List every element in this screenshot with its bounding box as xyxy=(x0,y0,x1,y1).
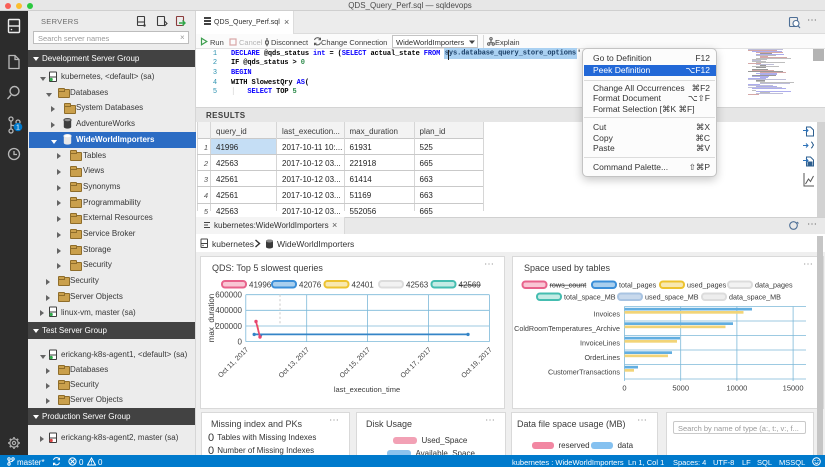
svg-text:data_pages: data_pages xyxy=(755,281,793,290)
svg-text:Oct 17, 2017: Oct 17, 2017 xyxy=(400,346,433,379)
svg-text:total_space_MB: total_space_MB xyxy=(564,293,616,302)
svg-text:0: 0 xyxy=(622,384,626,393)
svg-text:42563: 42563 xyxy=(406,281,429,290)
svg-text:OrderLines: OrderLines xyxy=(584,353,620,362)
svg-text:Oct 13, 2017: Oct 13, 2017 xyxy=(278,346,311,379)
svg-text:last_execution_time: last_execution_time xyxy=(334,385,400,394)
svg-text:used_space_MB: used_space_MB xyxy=(645,293,699,302)
svg-text:Invoices: Invoices xyxy=(594,309,621,318)
svg-text:0: 0 xyxy=(238,337,243,346)
svg-text:42401: 42401 xyxy=(352,281,375,290)
svg-text:max_duration: max_duration xyxy=(207,294,216,342)
svg-text:data_space_MB: data_space_MB xyxy=(729,293,781,302)
svg-text:ColdRoomTemperatures_Archive: ColdRoomTemperatures_Archive xyxy=(514,324,620,333)
svg-text:CustomerTransactions: CustomerTransactions xyxy=(548,367,620,376)
svg-text:600000: 600000 xyxy=(215,291,242,300)
svg-text:Oct 11, 2017: Oct 11, 2017 xyxy=(217,346,250,379)
svg-text:rows_count: rows_count xyxy=(550,281,587,290)
svg-text:10000: 10000 xyxy=(726,384,747,393)
svg-text:Oct 15, 2017: Oct 15, 2017 xyxy=(339,346,372,379)
svg-text:42569: 42569 xyxy=(459,281,482,290)
svg-text:400000: 400000 xyxy=(215,306,242,315)
svg-text:total_pages: total_pages xyxy=(619,281,657,290)
svg-text:used_pages: used_pages xyxy=(687,281,727,290)
svg-text:42076: 42076 xyxy=(299,281,322,290)
svg-text:15000: 15000 xyxy=(783,384,804,393)
svg-text:41996: 41996 xyxy=(249,281,272,290)
svg-text:5000: 5000 xyxy=(672,384,689,393)
svg-text:InvoiceLines: InvoiceLines xyxy=(580,338,620,347)
svg-text:200000: 200000 xyxy=(215,322,242,331)
svg-text:1: 1 xyxy=(16,125,20,132)
svg-text:Oct 19, 2017: Oct 19, 2017 xyxy=(461,346,494,379)
